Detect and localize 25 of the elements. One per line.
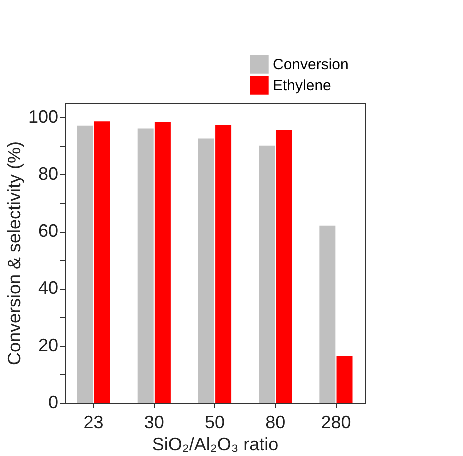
bar (336, 356, 353, 403)
bar (276, 130, 292, 403)
x-tick-label: 50 (204, 412, 226, 432)
legend-label: Conversion (273, 56, 349, 74)
bar (77, 126, 94, 403)
x-tick-label: 30 (144, 412, 164, 432)
bar (198, 138, 214, 403)
bar (94, 122, 110, 403)
bar (154, 122, 171, 403)
y-tick-label: 0 (48, 392, 58, 412)
x-tick-label: 80 (266, 412, 286, 432)
y-axis-title: Conversion & selectivity (%) (4, 141, 24, 366)
bar (216, 125, 232, 403)
y-tick-label: 100 (28, 106, 58, 127)
x-tick-label: 280 (321, 412, 352, 432)
y-tick-label: 40 (38, 278, 58, 298)
x-axis-title: SiO₂/Al₂O₃ ratio (152, 434, 279, 454)
y-tick-label: 80 (38, 164, 58, 184)
bar (138, 128, 154, 403)
y-tick-label: 20 (38, 335, 58, 356)
bar (320, 226, 336, 403)
legend-label: Ethylene (273, 78, 332, 94)
y-tick-label: 60 (38, 221, 58, 242)
x-tick-label: 23 (84, 412, 104, 432)
bar (259, 146, 276, 403)
